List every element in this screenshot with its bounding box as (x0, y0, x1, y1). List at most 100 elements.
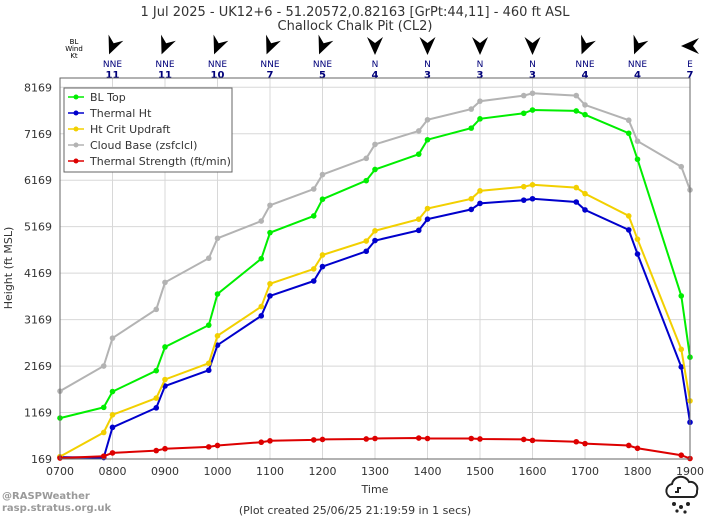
wind-direction-label: E (687, 60, 693, 70)
data-point (372, 237, 378, 244)
wind-speed-label: 5 (319, 70, 326, 81)
wind-arrow-icon (419, 37, 436, 55)
data-point (520, 436, 527, 443)
data-point (267, 438, 273, 444)
data-point (100, 404, 107, 411)
data-point (363, 155, 370, 162)
wind-arrow-shape (419, 37, 436, 55)
data-point (153, 306, 160, 313)
wind-arrow-shape (213, 34, 229, 55)
wind-arrow-icon (161, 34, 176, 55)
legend-label: Thermal Strength (ft/min) (89, 155, 231, 168)
data-point (258, 303, 265, 310)
wind-arrow-icon (681, 38, 699, 54)
data-point (363, 248, 370, 255)
data-point (205, 444, 212, 450)
data-point (634, 236, 641, 242)
wind-arrow-shape (681, 38, 699, 54)
y-tick-label: 7169 (24, 128, 52, 141)
x-tick-label: 0900 (151, 465, 179, 478)
chart-title-line2: Challock Chalk Pit (CL2) (278, 19, 433, 34)
data-point (520, 183, 527, 190)
wind-row: NNE11NNE11NNE10NNE7NNE5N4N3N3N3NNE4NNE4E… (103, 34, 699, 81)
data-point (678, 163, 685, 170)
x-tick-label: 0800 (99, 465, 127, 478)
data-point (310, 278, 317, 284)
data-point (100, 429, 107, 436)
data-point (415, 151, 422, 157)
y-tick-label: 5169 (24, 221, 52, 234)
data-point (477, 116, 483, 122)
data-point (363, 177, 370, 184)
data-point (363, 436, 370, 442)
data-point (100, 363, 107, 369)
legend-entries: BL Top Thermal Ht Ht Crit Updraft Cloud Bas… (68, 91, 231, 168)
data-point (573, 199, 580, 205)
legend-swatch-marker (73, 142, 79, 148)
data-point (319, 196, 326, 203)
wind-speed-label: 11 (158, 70, 172, 81)
data-point (372, 435, 378, 442)
data-point (214, 235, 221, 242)
data-point (214, 442, 221, 449)
legend-swatch-marker (73, 158, 79, 164)
legend-label: Ht Crit Updraft (90, 123, 171, 136)
wind-direction-label: NNE (155, 60, 174, 70)
wind-direction-label: N (372, 60, 379, 70)
data-point (372, 166, 378, 173)
data-point (582, 207, 588, 213)
data-point (678, 293, 685, 299)
y-tick-label: 3169 (24, 314, 52, 327)
data-point (477, 98, 483, 104)
data-point (573, 184, 580, 191)
wind-arrow-icon (524, 37, 541, 55)
data-point (372, 228, 378, 234)
x-tick-label: 1600 (519, 465, 547, 478)
x-tick-label: 1100 (256, 465, 284, 478)
data-point (520, 92, 527, 99)
x-tick-label: 1700 (571, 465, 599, 478)
data-point (625, 117, 632, 124)
data-point (319, 252, 326, 258)
y-tick-label: 6169 (24, 174, 52, 187)
y-axis-label: Height (ft MSL) (2, 227, 15, 310)
data-point (310, 186, 317, 192)
axis-ticks: 169 1169 2169 3169 4169 5169 6169 7169 8169 0700 0… (24, 81, 704, 478)
data-point (582, 102, 588, 108)
data-point (678, 364, 685, 370)
data-point (424, 216, 431, 223)
wind-speed-label: 3 (477, 70, 484, 81)
plot-frame (59, 77, 691, 460)
data-point (468, 195, 475, 202)
data-point (214, 342, 221, 348)
data-point (319, 171, 326, 178)
data-point (372, 141, 378, 148)
data-point (678, 346, 685, 353)
data-point (205, 367, 212, 374)
data-point (529, 437, 536, 444)
wind-speed-label: 10 (211, 70, 225, 81)
data-point (415, 128, 422, 134)
wind-speed-label: 7 (267, 70, 274, 81)
x-tick-label: 1800 (624, 465, 652, 478)
legend-swatch-marker (73, 126, 79, 132)
data-point (424, 435, 431, 442)
y-tick-label: 8169 (24, 81, 52, 94)
weather-logo-icon (665, 475, 699, 514)
wind-speed-label: 7 (687, 70, 694, 81)
data-point (520, 197, 527, 203)
data-point (162, 344, 168, 350)
data-point (529, 182, 536, 188)
data-point (625, 442, 632, 449)
data-point (267, 293, 273, 299)
data-point (214, 333, 221, 339)
data-point (153, 395, 160, 401)
wind-arrow-shape (524, 37, 541, 55)
data-point (258, 218, 265, 224)
wind-direction-label: N (424, 60, 431, 70)
data-point (529, 107, 536, 113)
data-point (468, 106, 475, 112)
wind-speed-label: 4 (372, 70, 379, 81)
